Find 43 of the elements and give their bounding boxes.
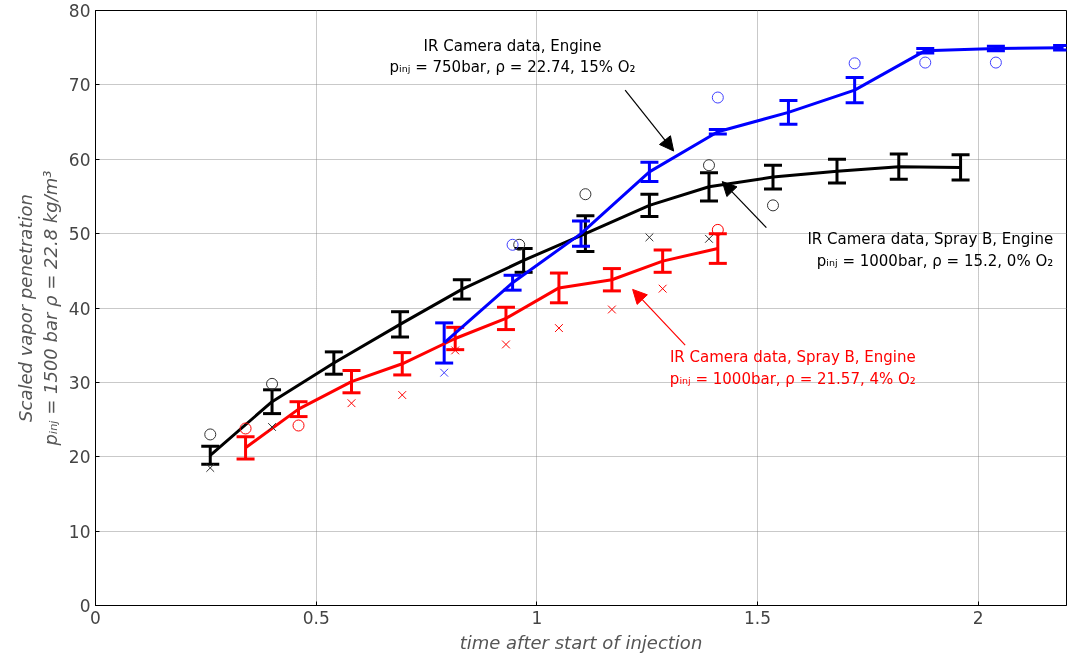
point xyxy=(704,234,714,244)
point xyxy=(554,323,564,333)
y-tick-label: 50 xyxy=(68,224,91,245)
y-tick-label: 40 xyxy=(68,298,91,319)
annotation: IR Camera data, Spray B, Engine pᵢₙⱼ = 1000bar, ρ = 15.2, 0% O₂ xyxy=(807,229,1054,270)
point xyxy=(397,390,407,400)
point xyxy=(579,188,592,201)
point xyxy=(347,398,356,408)
point xyxy=(658,284,668,294)
y-tick-label: 80 xyxy=(68,1,91,21)
point xyxy=(204,428,217,441)
point xyxy=(645,232,654,242)
point xyxy=(239,422,252,435)
y-tick-label: 30 xyxy=(68,372,91,393)
point xyxy=(919,56,932,69)
x-tick-label: 1 xyxy=(531,607,543,628)
y-tick-label: 70 xyxy=(68,75,91,96)
point xyxy=(703,159,715,172)
x-tick-label: 2 xyxy=(972,607,984,628)
y-tick-label: 20 xyxy=(68,447,91,468)
x-tick-label: 0.5 xyxy=(302,607,330,628)
point xyxy=(711,91,724,104)
point xyxy=(292,419,305,432)
point xyxy=(266,377,279,390)
point xyxy=(450,346,460,355)
point xyxy=(506,238,519,251)
point xyxy=(205,463,215,473)
point xyxy=(607,305,617,314)
point xyxy=(711,223,724,236)
point xyxy=(501,340,511,349)
y-tick-label: 10 xyxy=(68,521,91,542)
annotation: IR Camera data, Engine pᵢₙⱼ = 750bar, ρ = 22.74, 15% O₂ xyxy=(389,36,636,77)
x-axis-title: time after start of injection xyxy=(459,631,703,653)
point xyxy=(439,368,449,378)
point xyxy=(513,238,526,251)
point xyxy=(766,199,779,212)
point xyxy=(267,422,277,432)
x-tick-label: 1.5 xyxy=(744,607,772,628)
point xyxy=(989,56,1002,69)
y-axis-title: Scaled vapor penetration pᵢₙⱼ = 1500 bar ρ = 22.8 kg/m³ xyxy=(14,170,61,447)
y-tick-label: 60 xyxy=(68,149,91,170)
annotation: IR Camera data, Spray B, Engine pᵢₙⱼ = 1000bar, ρ = 21.57, 4% O₂ xyxy=(669,348,916,388)
point xyxy=(848,57,861,70)
